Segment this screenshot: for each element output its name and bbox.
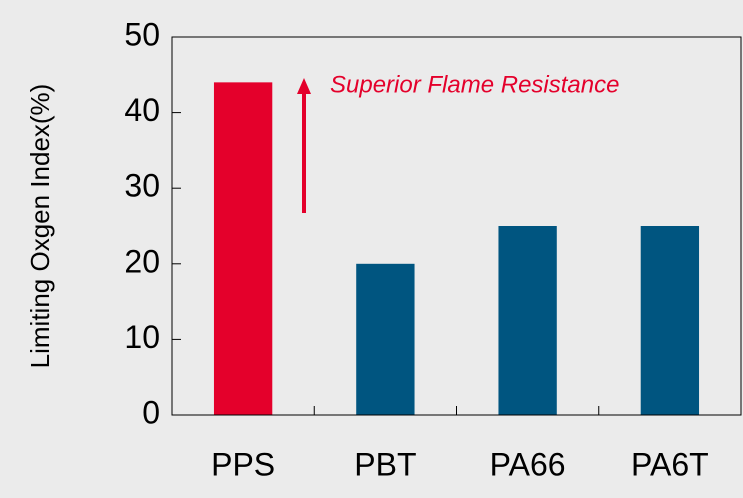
- y-tick-label: 10: [124, 319, 160, 355]
- y-axis-label: Limiting Oxgen Index(%): [25, 84, 55, 369]
- annotation-arrowhead: [297, 78, 311, 94]
- bar: [640, 226, 700, 415]
- y-tick-label: 30: [124, 168, 160, 204]
- x-tick-label: PBT: [354, 446, 416, 482]
- bar: [213, 82, 273, 416]
- y-tick-label: 50: [124, 16, 160, 52]
- x-tick-label: PA6T: [631, 446, 709, 482]
- x-tick-label: PPS: [211, 446, 275, 482]
- y-tick-label: 0: [142, 394, 160, 430]
- y-tick-label: 20: [124, 243, 160, 279]
- annotation: Superior Flame Resistance: [330, 71, 619, 98]
- bar: [356, 263, 415, 415]
- bar: [498, 226, 557, 415]
- plot-frame: [171, 36, 742, 416]
- y-tick-label: 40: [124, 92, 160, 128]
- x-tick-label: PA66: [490, 446, 566, 482]
